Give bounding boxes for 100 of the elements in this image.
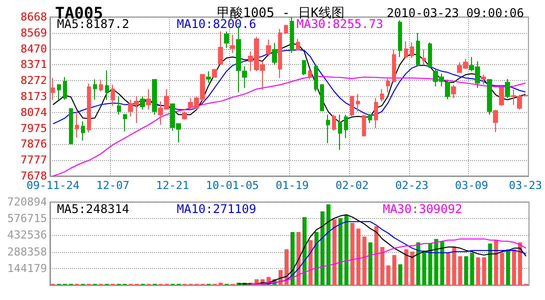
candlestick (69, 108, 73, 144)
bar (362, 236, 366, 285)
candlestick (410, 42, 414, 59)
candlestick (380, 88, 384, 102)
bar (494, 240, 498, 285)
bar (470, 252, 474, 285)
candlestick (487, 79, 492, 116)
text: MA5:248314 (57, 202, 130, 216)
candlestick (332, 114, 336, 132)
annotation: 2010-03-23 09:00:06 (386, 6, 524, 20)
candlestick (146, 88, 151, 110)
x-tick-label: 03-23 (508, 179, 542, 192)
candlestick (445, 79, 450, 100)
bar (326, 204, 330, 285)
candlestick (140, 96, 145, 110)
x-tick-label: 03-09 (455, 179, 488, 192)
candlestick (63, 76, 67, 100)
candlestick (87, 83, 91, 133)
candlestick (386, 78, 390, 93)
candlestick (428, 42, 432, 69)
x-tick-label: 09-11-24 (26, 179, 80, 192)
line-series (250, 238, 527, 284)
candlestick (212, 68, 217, 78)
candlestick (451, 84, 456, 99)
bar (476, 257, 480, 285)
y-tick-label: 8173 (20, 90, 47, 103)
candlestick (398, 20, 402, 58)
bar (458, 256, 462, 285)
bar (320, 211, 324, 285)
y-tick-label: 576715 (7, 212, 47, 226)
bar (302, 217, 306, 285)
y-tick-label: 720894 (7, 196, 48, 208)
candlestick (99, 79, 103, 92)
candlestick (308, 68, 312, 80)
candlestick (224, 30, 229, 48)
bar (290, 232, 294, 285)
candlestick (392, 49, 396, 84)
bar (416, 242, 420, 285)
candlestick (350, 96, 354, 117)
y-tick-label: 8470 (20, 42, 47, 56)
candlestick (302, 60, 306, 76)
bar (452, 247, 456, 285)
candlestick (320, 84, 324, 112)
y-tick-label: 8272 (20, 74, 47, 88)
candlestick (404, 40, 408, 59)
candlestick (505, 78, 510, 99)
candlestick (374, 98, 378, 128)
bar (338, 218, 342, 285)
candlestick (93, 78, 97, 100)
candlestick (314, 66, 318, 92)
candlestick (57, 84, 61, 100)
candlestick (266, 39, 271, 57)
bar (350, 222, 354, 285)
candlestick (416, 32, 420, 67)
y-tick-label: 7777 (20, 154, 47, 167)
bar (284, 249, 289, 285)
bar (500, 252, 504, 285)
candlestick (356, 94, 360, 112)
candlestick (278, 28, 282, 79)
bar (506, 249, 510, 285)
bar (296, 232, 300, 285)
candlestick (344, 114, 348, 139)
bar (446, 252, 450, 285)
bar (344, 214, 348, 285)
candlestick (368, 114, 372, 124)
bar (482, 257, 486, 285)
bar (332, 219, 336, 285)
candlestick (206, 70, 211, 84)
bar (512, 249, 516, 285)
candlestick (272, 42, 277, 66)
y-tick-label: 144179 (7, 262, 47, 275)
candlestick (75, 110, 79, 138)
series-label: MA30:309092 (382, 202, 462, 216)
line-series (52, 76, 526, 176)
bar (434, 238, 438, 285)
candlestick (152, 79, 157, 116)
candlestick (182, 110, 187, 120)
y-tick-label: 288358 (7, 245, 47, 258)
bar (398, 264, 402, 285)
candlestick (422, 49, 426, 66)
bar (392, 255, 396, 285)
x-tick-label: 12-07 (96, 179, 130, 192)
candlestick (81, 120, 85, 142)
line-series (238, 214, 527, 284)
bar (428, 244, 432, 285)
candlestick (230, 34, 235, 54)
bar (368, 242, 372, 285)
y-tick-label: 8074 (20, 106, 48, 119)
bar (374, 226, 378, 285)
bar (386, 265, 390, 285)
candlestick (362, 114, 366, 137)
candlestick (481, 74, 486, 86)
text: MA30:8255.73 (296, 17, 384, 31)
candlestick (290, 16, 294, 54)
y-tick-label: 7876 (20, 138, 47, 151)
candlestick (284, 24, 288, 34)
candlestick (117, 96, 121, 116)
bar (356, 228, 360, 285)
candlestick (242, 66, 247, 88)
bar (380, 247, 384, 285)
